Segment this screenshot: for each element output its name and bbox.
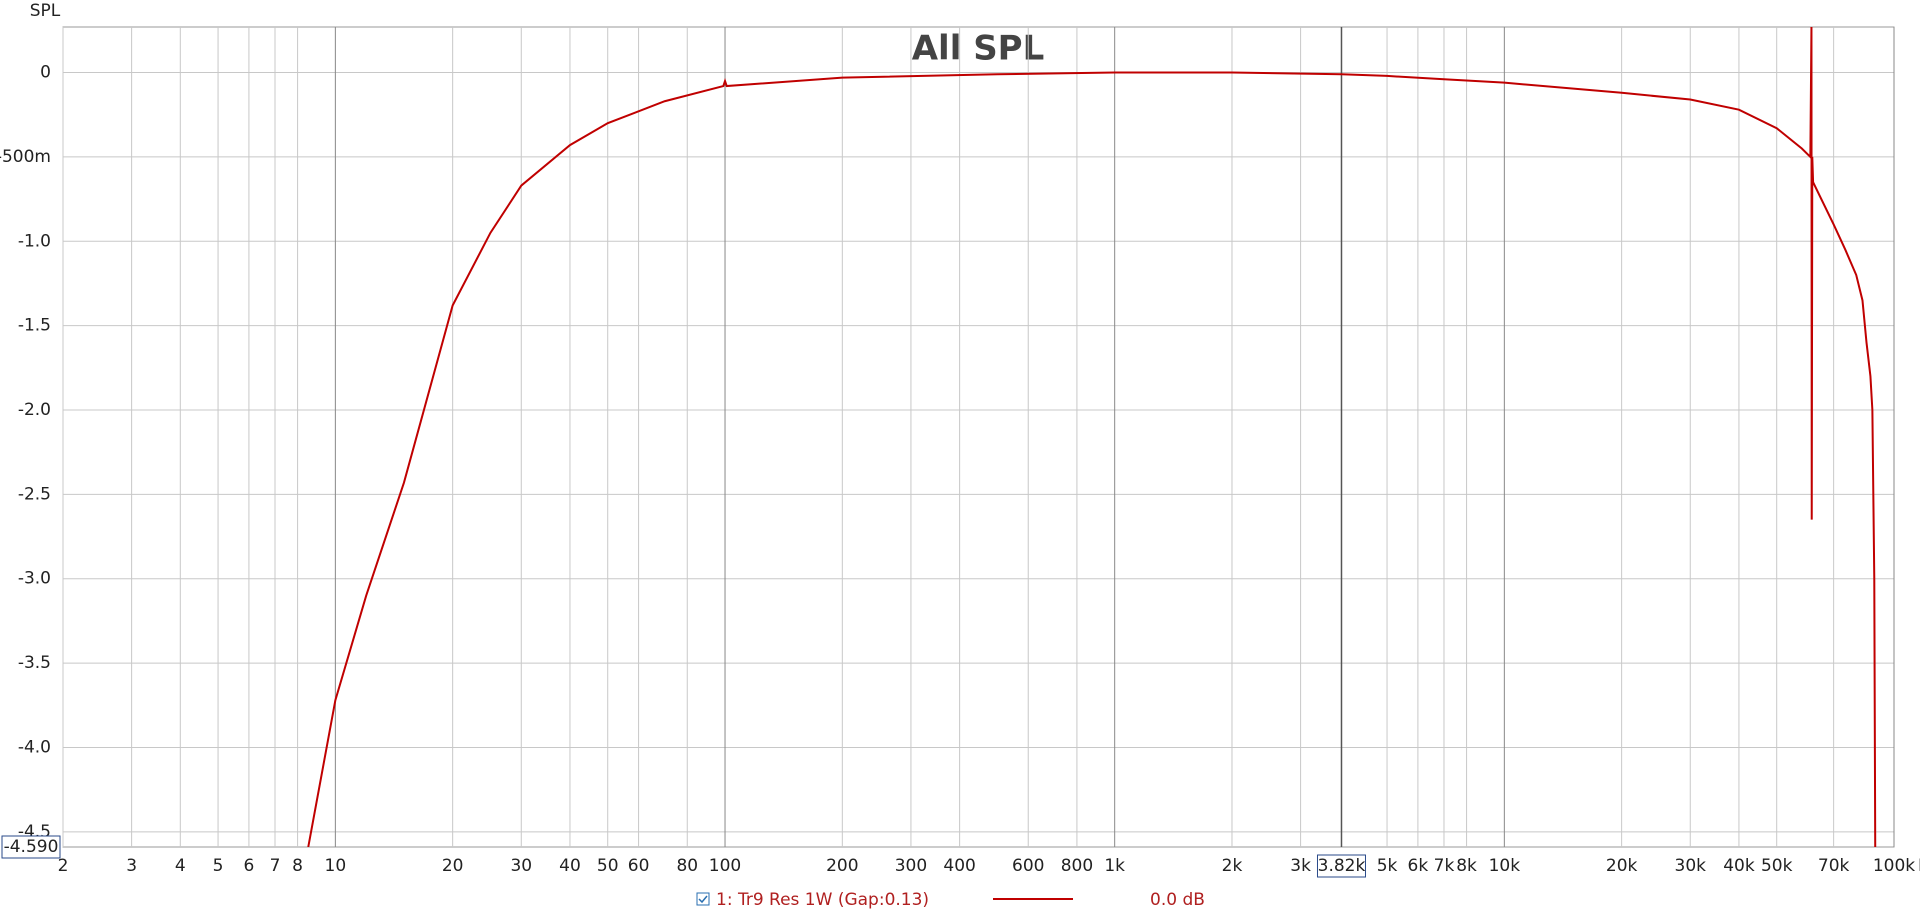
legend-label: 1: Tr9 Res 1W (Gap:0.13) (716, 890, 929, 910)
x-tick-label: 3k (1290, 856, 1311, 876)
x-tick-label: 800 (1061, 856, 1093, 876)
y-tick-label: 0 (40, 63, 51, 83)
x-tick-label: 7k (1434, 856, 1455, 876)
x-tick-label: 600 (1012, 856, 1044, 876)
x-tick-label: 5 (213, 856, 224, 876)
x-tick-label: 3 (126, 856, 137, 876)
cursor-x-box (1316, 854, 1366, 878)
x-tick-label: 7 (270, 856, 281, 876)
x-tick-label: 300 (895, 856, 927, 876)
cursor-y-label: -4.590 (4, 837, 59, 857)
x-tick-label: 40k (1723, 856, 1755, 876)
legend-value: 0.0 dB (1150, 890, 1205, 910)
x-tick-label: 50 (597, 856, 619, 876)
x-tick-label: 6 (244, 856, 255, 876)
x-tick-label: 4 (175, 856, 186, 876)
y-tick-label: -500m (0, 147, 51, 167)
x-tick-label: 400 (943, 856, 975, 876)
y-tick-label: -3.0 (18, 569, 51, 589)
y-tick-label: -2.0 (18, 400, 51, 420)
x-tick-label: 20 (442, 856, 464, 876)
x-tick-label: 10 (325, 856, 347, 876)
grid (62, 27, 1895, 847)
legend-checkbox[interactable] (696, 892, 710, 906)
x-tick-label: 10k (1489, 856, 1521, 876)
x-tick-label: 70k (1818, 856, 1850, 876)
x-tick-label: 50k (1761, 856, 1793, 876)
x-tick-label: 2k (1222, 856, 1243, 876)
x-tick-label: 8 (292, 856, 303, 876)
chart-title: All SPL (912, 29, 1045, 69)
x-tick-label: 30 (510, 856, 532, 876)
x-tick-label: 30k (1675, 856, 1707, 876)
x-tick-label: 6k (1408, 856, 1429, 876)
series-line (307, 27, 1877, 847)
x-tick-label: 20k (1606, 856, 1638, 876)
x-tick-label: 5k (1377, 856, 1398, 876)
y-tick-label: -1.5 (18, 316, 51, 336)
x-tick-label: 80 (676, 856, 698, 876)
x-tick-label: 8k (1456, 856, 1477, 876)
x-tick-label: 60 (628, 856, 650, 876)
plot-area (62, 26, 1895, 848)
x-tick-label: 1k (1104, 856, 1125, 876)
cursor-y-box (1, 835, 61, 859)
y-tick-label: -2.5 (18, 484, 51, 504)
x-tick-label: 40 (559, 856, 581, 876)
x-unit-label: Hz (1918, 856, 1920, 876)
x-tick-label: 100k (1873, 856, 1915, 876)
y-tick-label: -4.0 (18, 737, 51, 757)
x-tick-label: 100 (709, 856, 741, 876)
y-tick-label: -3.5 (18, 653, 51, 673)
x-tick-label: 200 (826, 856, 858, 876)
cursor-x-label: 3.82k (1318, 856, 1366, 876)
y-axis-label: SPL (30, 1, 61, 21)
y-tick-label: -1.0 (18, 231, 51, 251)
checkbox-tick (698, 895, 708, 904)
x-tick-label: 2 (58, 856, 69, 876)
